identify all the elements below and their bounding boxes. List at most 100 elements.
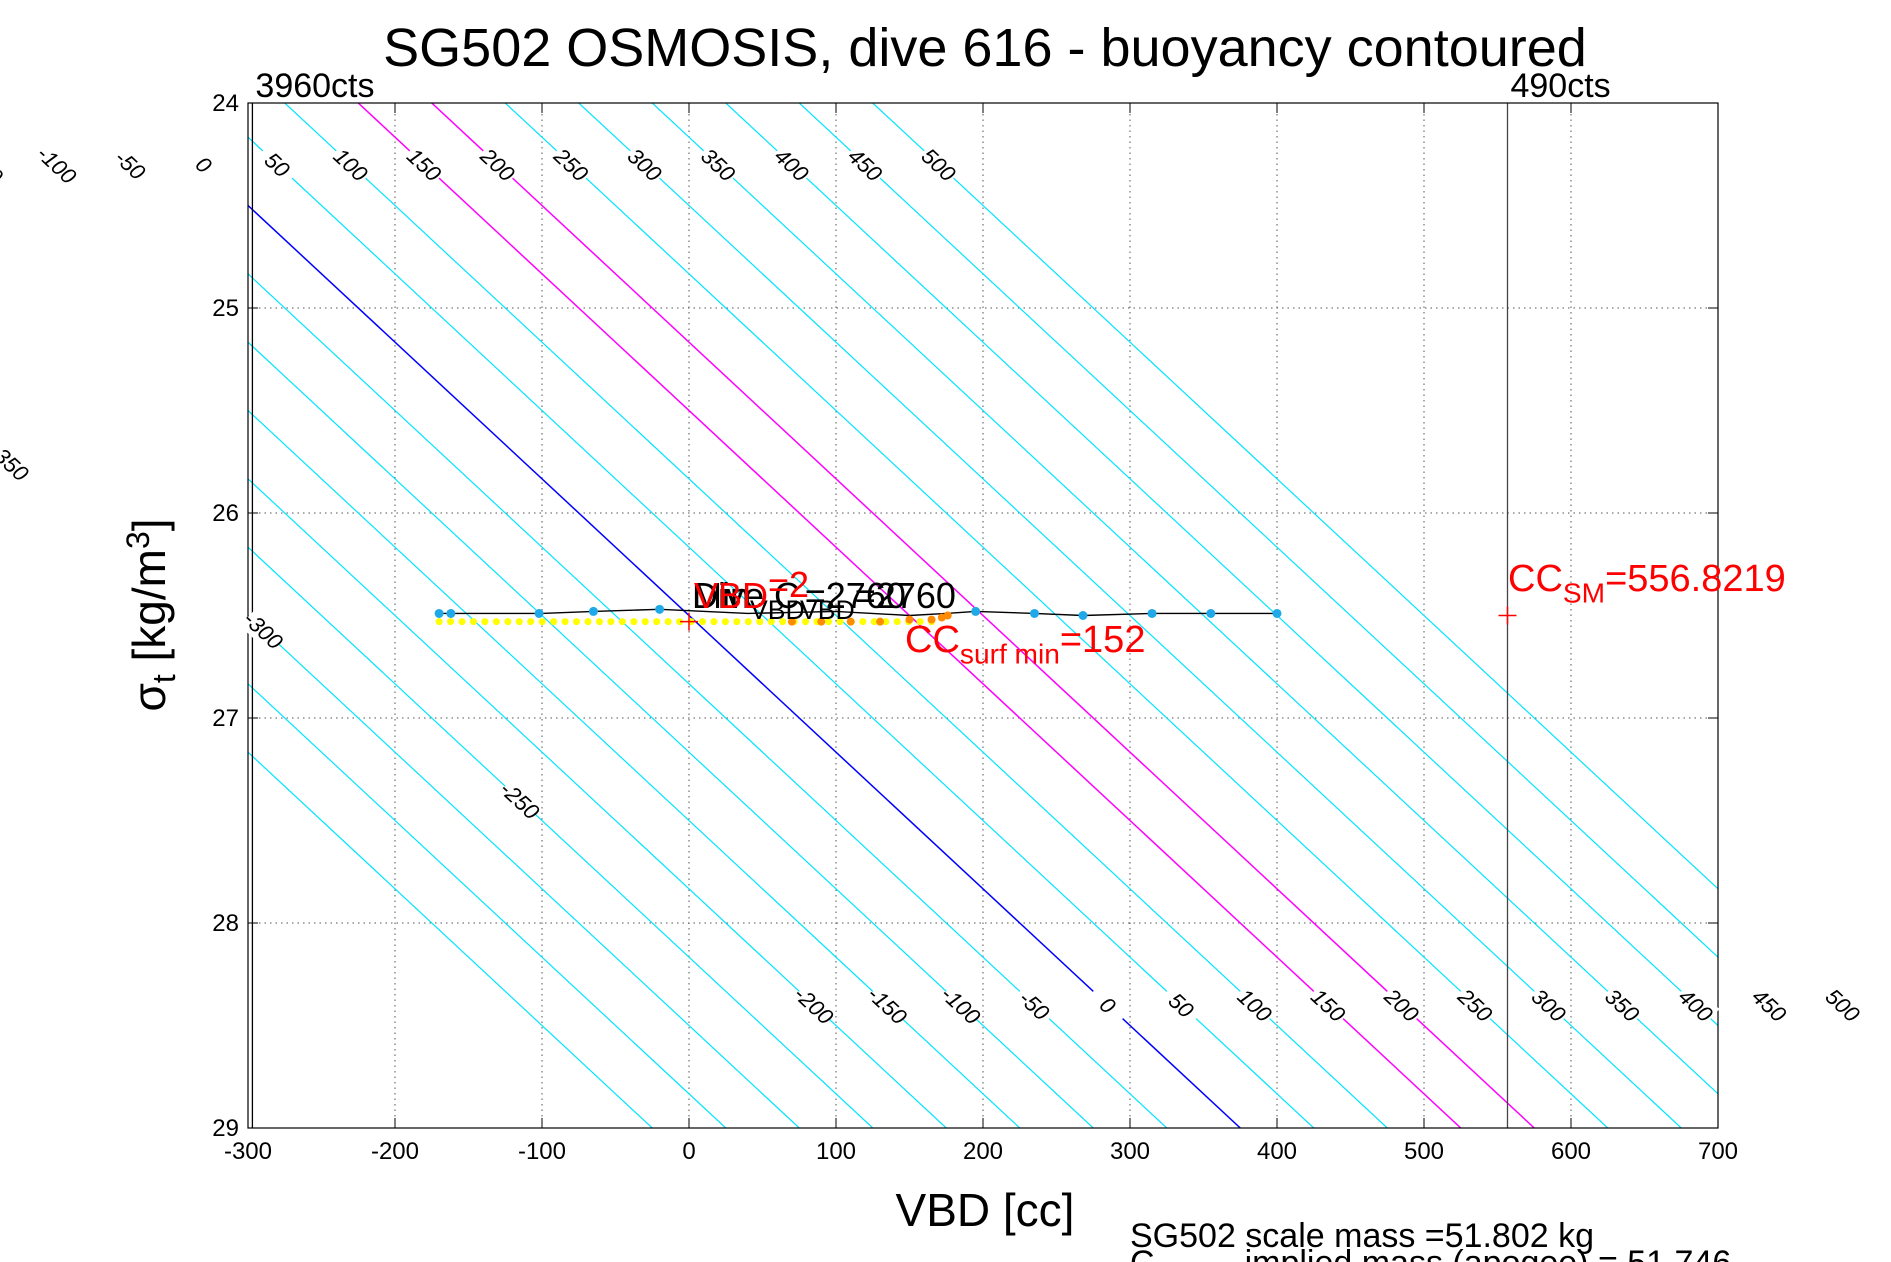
x-tick-label: 300 <box>1110 1138 1150 1165</box>
contour-label-bottom-bg <box>1378 981 1426 1029</box>
y-tick-label: 27 <box>212 705 239 732</box>
contour-label-left-bg <box>239 606 287 653</box>
y-axis-label-base: σ <box>123 683 175 711</box>
footer-line-1: SG502 scale mass =51.802 kg <box>1130 1217 1594 1255</box>
axis-ticks: -300 -200 -100 0 100 200 300 400 500 600 700 24 25 26… <box>212 90 1738 1165</box>
annotation-cc-surf-min-main: CC <box>905 619 960 661</box>
climb-point <box>538 618 546 626</box>
contour-line <box>798 103 1718 958</box>
annotation-cc-sm: CCSM=556.8219 <box>1508 558 1786 608</box>
contour-label-top-bg <box>180 141 228 188</box>
contour-line <box>248 273 1168 1128</box>
climb-point <box>767 618 775 626</box>
contour-line <box>248 478 947 1128</box>
annotation-min-vbd-sub: VBD <box>750 595 805 625</box>
x-tick-label: 0 <box>682 1138 695 1165</box>
annotation-dive-c-sub: VBD <box>800 595 855 625</box>
climb-point <box>630 618 638 626</box>
annotation-min-vbd-main: Min <box>692 575 750 616</box>
annotation-vbd: VBD=2 <box>694 564 809 616</box>
climb-point <box>756 618 764 626</box>
annotation-dive-c-tail: =2760 <box>855 575 956 616</box>
svg-text:σt [kg/m3]: σt [kg/m3] <box>120 518 182 711</box>
annotation-vbd-tail: =2 <box>768 564 809 605</box>
footer-text: SG502 scale mass =51.802 kg Cimplied mas… <box>1130 1217 1731 1262</box>
climb-point <box>802 618 810 626</box>
contour-line <box>651 103 1718 1095</box>
apogee-point <box>927 615 936 624</box>
annotation-dive-c-main: Dive C <box>692 575 800 616</box>
annotation-cc-sm-tail: =556.8219 <box>1605 558 1786 600</box>
annotation-min-vbd: MinVBD=2760 <box>692 575 906 625</box>
climb-point <box>744 618 752 626</box>
climb-point <box>550 618 558 626</box>
contour-line <box>248 751 653 1128</box>
x-tick-label: 700 <box>1698 1138 1738 1165</box>
climb-point <box>584 618 592 626</box>
climb-point <box>710 618 718 626</box>
contour-label-bottom-bg <box>1672 981 1720 1029</box>
apogee-point <box>787 617 796 626</box>
contour-label-bottom-bg <box>1231 981 1279 1029</box>
apogee-point <box>905 615 914 624</box>
contour-label-top-bg <box>474 141 522 188</box>
contour-line <box>248 683 727 1128</box>
dive-point <box>655 604 665 614</box>
contour-label-bottom-bg <box>1157 981 1205 1029</box>
contour-label-top-bg <box>621 141 669 188</box>
y-axis-label: σt [kg/m3] <box>120 518 182 711</box>
contour-line <box>248 614 800 1128</box>
count-line-label: 490cts <box>1510 67 1610 105</box>
climb-point <box>504 618 512 626</box>
dive-point <box>434 608 444 618</box>
apogee-point <box>876 617 885 626</box>
contour-label-bottom-bg <box>1819 981 1867 1029</box>
dive-point <box>1147 608 1157 618</box>
apogee-point <box>846 617 855 626</box>
dive-point <box>971 606 981 616</box>
contour-label-left-bg <box>496 776 544 824</box>
climb-point <box>641 618 649 626</box>
climb-point <box>595 618 603 626</box>
annotation-cc-surf-min-sub: surf min <box>960 638 1060 669</box>
contour-line <box>578 103 1682 1128</box>
x-tick-label: 400 <box>1257 1138 1297 1165</box>
contour-label-top-bg <box>694 141 742 188</box>
climb-point <box>721 618 729 626</box>
annotation-dive-c: Dive CVBD=2760 <box>692 575 956 625</box>
y-tick-label: 25 <box>212 295 239 322</box>
contour-label-top-bg <box>253 141 301 188</box>
climb-point <box>447 618 455 626</box>
footer-line-2-tail: implied mass (apogee) = 51.746 <box>1245 1244 1732 1262</box>
climb-point <box>607 618 615 626</box>
apogee-point <box>943 611 952 620</box>
footer-line-2: Cimplied mass (apogee) = 51.746 <box>1130 1244 1731 1262</box>
dive-point <box>446 608 456 618</box>
climb-point <box>699 618 707 626</box>
y-axis-label-close: ] <box>123 518 175 531</box>
y-axis-label-sub: t <box>146 674 182 683</box>
climb-point <box>824 618 832 626</box>
climb-point <box>481 618 489 626</box>
dive-line <box>439 608 1277 617</box>
annotation-cc-surf-min-tail: =152 <box>1060 619 1146 661</box>
chart-title: SG502 OSMOSIS, dive 616 - buoyancy conto… <box>383 18 1587 78</box>
contour-label-top-bg <box>547 141 595 188</box>
climb-point <box>515 618 523 626</box>
dive-point <box>1272 608 1282 618</box>
annotation-cc-sm-main: CC <box>1508 558 1563 600</box>
climb-point <box>870 618 878 626</box>
climb-point <box>469 618 477 626</box>
contour-line <box>504 103 1609 1128</box>
climb-point <box>435 618 443 626</box>
contour-label-top-bg <box>768 141 816 188</box>
contour-line <box>248 409 1021 1128</box>
x-tick-label: -100 <box>518 1138 566 1165</box>
dive-point <box>1206 608 1216 618</box>
count-line-label: 3960cts <box>255 67 374 105</box>
y-tick-label: 28 <box>212 910 239 937</box>
contour-label-bottom-bg <box>1598 981 1646 1029</box>
contour-label-bottom-bg <box>1525 981 1573 1029</box>
